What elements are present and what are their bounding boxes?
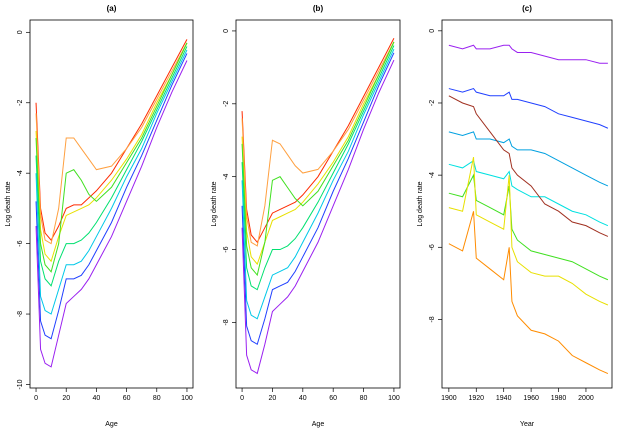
x-tick-label: 1980: [551, 395, 567, 402]
data-line: [35, 49, 188, 315]
x-tick-label: 0: [240, 395, 244, 402]
data-line: [448, 211, 609, 375]
x-tick-label: 0: [34, 395, 38, 402]
y-tick-label: -8: [429, 316, 436, 322]
y-tick-label: -10: [17, 379, 24, 389]
data-line: [241, 37, 395, 244]
data-line: [35, 39, 188, 241]
y-tick-label: -8: [17, 311, 24, 317]
x-tick-label: 80: [360, 395, 368, 402]
x-tick-label: 60: [329, 395, 337, 402]
y-axis-label: Log death rate: [211, 181, 218, 226]
data-line: [241, 41, 395, 266]
data-line: [241, 41, 395, 247]
data-line: [448, 159, 609, 227]
x-tick-label: 20: [62, 395, 70, 402]
x-tick-label: 1960: [523, 395, 539, 402]
x-axis-label: Age: [105, 421, 118, 428]
x-tick-label: 1900: [441, 395, 457, 402]
panel: (c) Year Log death rate 1900 1920 1940 1960 198…: [417, 4, 613, 428]
x-tick-label: 100: [181, 395, 193, 402]
data-line: [241, 48, 395, 320]
data-line: [35, 60, 188, 368]
data-line: [448, 173, 609, 281]
data-line: [448, 44, 608, 64]
y-tick-label: -4: [17, 170, 24, 176]
panel: (a) Age Log death rate 0 20 40 60 80 100 -10 -8 -6 -…: [5, 4, 194, 428]
x-tick-label: 80: [153, 395, 161, 402]
y-tick-label: -4: [429, 172, 436, 178]
data-line: [35, 42, 188, 245]
panel-title: (a): [107, 4, 117, 13]
data-line: [448, 95, 609, 237]
data-line: [241, 45, 395, 291]
y-tick-label: -2: [429, 100, 436, 106]
y-tick-label: -4: [223, 173, 230, 179]
data-line: [241, 52, 395, 346]
x-axis-label: Year: [520, 421, 535, 428]
panel-title: (b): [313, 4, 324, 13]
panel: (b) Age Log death rate 0 20 40 60 80 100 -8 -6 -4 -2…: [211, 4, 401, 428]
data-line: [35, 46, 188, 287]
x-tick-label: 40: [299, 395, 307, 402]
x-tick-label: 1940: [496, 395, 512, 402]
y-tick-label: -8: [223, 319, 230, 325]
x-tick-label: 100: [388, 395, 400, 402]
x-tick-label: 2000: [578, 395, 594, 402]
y-tick-label: -2: [223, 101, 230, 107]
plot-frame: [441, 19, 613, 389]
x-tick-label: 20: [269, 395, 277, 402]
data-line: [241, 59, 395, 375]
data-line: [448, 157, 609, 306]
x-tick-label: 1920: [468, 395, 484, 402]
y-axis-label: Log death rate: [417, 181, 424, 226]
y-tick-label: 0: [223, 29, 230, 33]
x-tick-label: 40: [93, 395, 101, 402]
y-tick-label: -6: [17, 240, 24, 246]
data-line: [35, 42, 188, 263]
plot-frame: [235, 19, 401, 389]
y-tick-label: -6: [429, 244, 436, 250]
panel-title: (c): [522, 4, 532, 13]
y-axis-label: Log death rate: [5, 181, 12, 226]
x-axis-label: Age: [312, 421, 325, 428]
plot-frame: [29, 19, 194, 389]
data-line: [448, 87, 609, 129]
y-tick-label: -2: [17, 100, 24, 106]
data-line: [448, 131, 609, 187]
data-line: [35, 53, 188, 340]
data-line: [35, 42, 188, 273]
y-tick-label: 0: [17, 30, 24, 34]
data-line: [241, 41, 395, 277]
y-tick-label: -6: [223, 246, 230, 252]
y-tick-label: 0: [429, 29, 436, 33]
x-tick-label: 60: [123, 395, 131, 402]
